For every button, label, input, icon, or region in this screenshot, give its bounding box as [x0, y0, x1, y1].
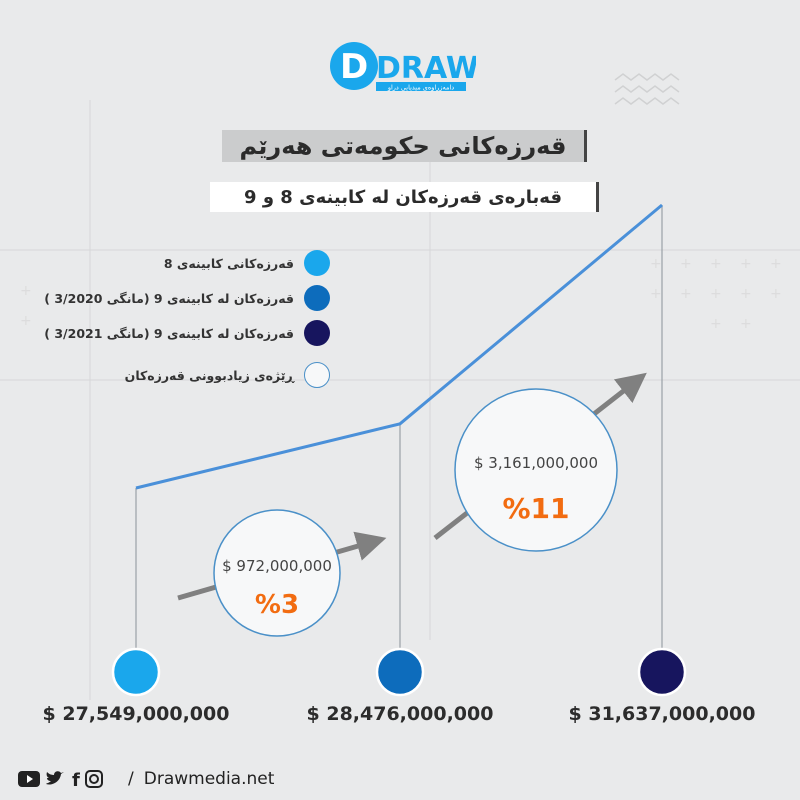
legend-label: قەرزەکان لە کابینەی 9 (مانگی 3/2021 ) [44, 325, 294, 341]
data-value-label: $ 31,637,000,000 [568, 703, 756, 725]
legend-label: قەرزەکانی کابینەی 8 [163, 255, 294, 271]
svg-text:+: + [680, 286, 692, 302]
data-point-dot [637, 647, 687, 697]
bubble-circle [454, 388, 618, 552]
data-point-dot [111, 647, 161, 697]
facebook-icon: f [72, 770, 80, 790]
growth-ring-icon [304, 362, 330, 388]
increase-amount: $ 972,000,000 [222, 557, 332, 575]
svg-text:+: + [680, 256, 692, 272]
data-point-dot [375, 647, 425, 697]
instagram-icon [85, 770, 103, 788]
data-value-label: $ 27,549,000,000 [42, 703, 230, 725]
legend-dot-icon [304, 285, 330, 311]
svg-text:دامەزراوەی میدیایی دراو: دامەزراوەی میدیایی دراو [387, 84, 454, 92]
increase-amount: $ 3,161,000,000 [474, 454, 598, 472]
increase-percent: %11 [502, 492, 569, 525]
legend-label: قەرزەکان لە کابینەی 9 (مانگی 3/2020 ) [44, 290, 294, 306]
data-value-label: $ 28,476,000,000 [306, 703, 494, 725]
increase-bubble: $ 3,161,000,000 %11 [454, 388, 618, 552]
legend-dot-icon [304, 320, 330, 346]
legend-item-cabinet-9-2021: قەرزەکان لە کابینەی 9 (مانگی 3/2021 ) [44, 318, 330, 348]
chart-subtitle: قەبارەی قەرزەکان لە کابینەی 8 و 9 [210, 182, 599, 212]
svg-text:+: + [770, 256, 782, 272]
svg-text:+: + [650, 256, 662, 272]
page-title: قەرزەکانی حکومەتی هەرێم [222, 130, 587, 162]
svg-text:+: + [650, 286, 662, 302]
legend-dot-icon [304, 250, 330, 276]
svg-text:+: + [20, 283, 32, 299]
svg-text:+: + [20, 313, 32, 329]
increase-bubble: $ 972,000,000 %3 [213, 509, 341, 637]
legend-item-cabinet-9-2020: قەرزەکان لە کابینەی 9 (مانگی 3/2020 ) [44, 283, 330, 313]
svg-text:+: + [710, 286, 722, 302]
youtube-icon [18, 771, 40, 787]
svg-text:+: + [710, 316, 722, 332]
svg-text:+: + [770, 286, 782, 302]
series-line [135, 203, 663, 490]
draw-logo: D DRAW دامەزراوەی میدیایی دراو [326, 38, 479, 94]
legend-item-cabinet-8: قەرزەکانی کابینەی 8 [164, 248, 330, 278]
svg-text:D: D [340, 47, 368, 87]
svg-text:+: + [740, 256, 752, 272]
twitter-icon [46, 771, 64, 785]
svg-text:+: + [710, 256, 722, 272]
svg-text:DRAW: DRAW [376, 51, 476, 86]
legend-label: ڕێژەی زیادبوونی قەرزەکان [124, 367, 294, 383]
svg-text:f: f [72, 770, 80, 790]
website-link[interactable]: Drawmedia.net [143, 769, 275, 789]
increase-percent: %3 [255, 590, 299, 620]
social-icons: f [18, 770, 103, 790]
bubble-circle [213, 509, 341, 637]
svg-text:+: + [740, 316, 752, 332]
footer: f / Drawmedia.net [18, 768, 274, 790]
legend-item-growth-rate: ڕێژەی زیادبوونی قەرزەکان [125, 360, 330, 390]
svg-text:+: + [740, 286, 752, 302]
footer-separator: / [128, 769, 134, 789]
